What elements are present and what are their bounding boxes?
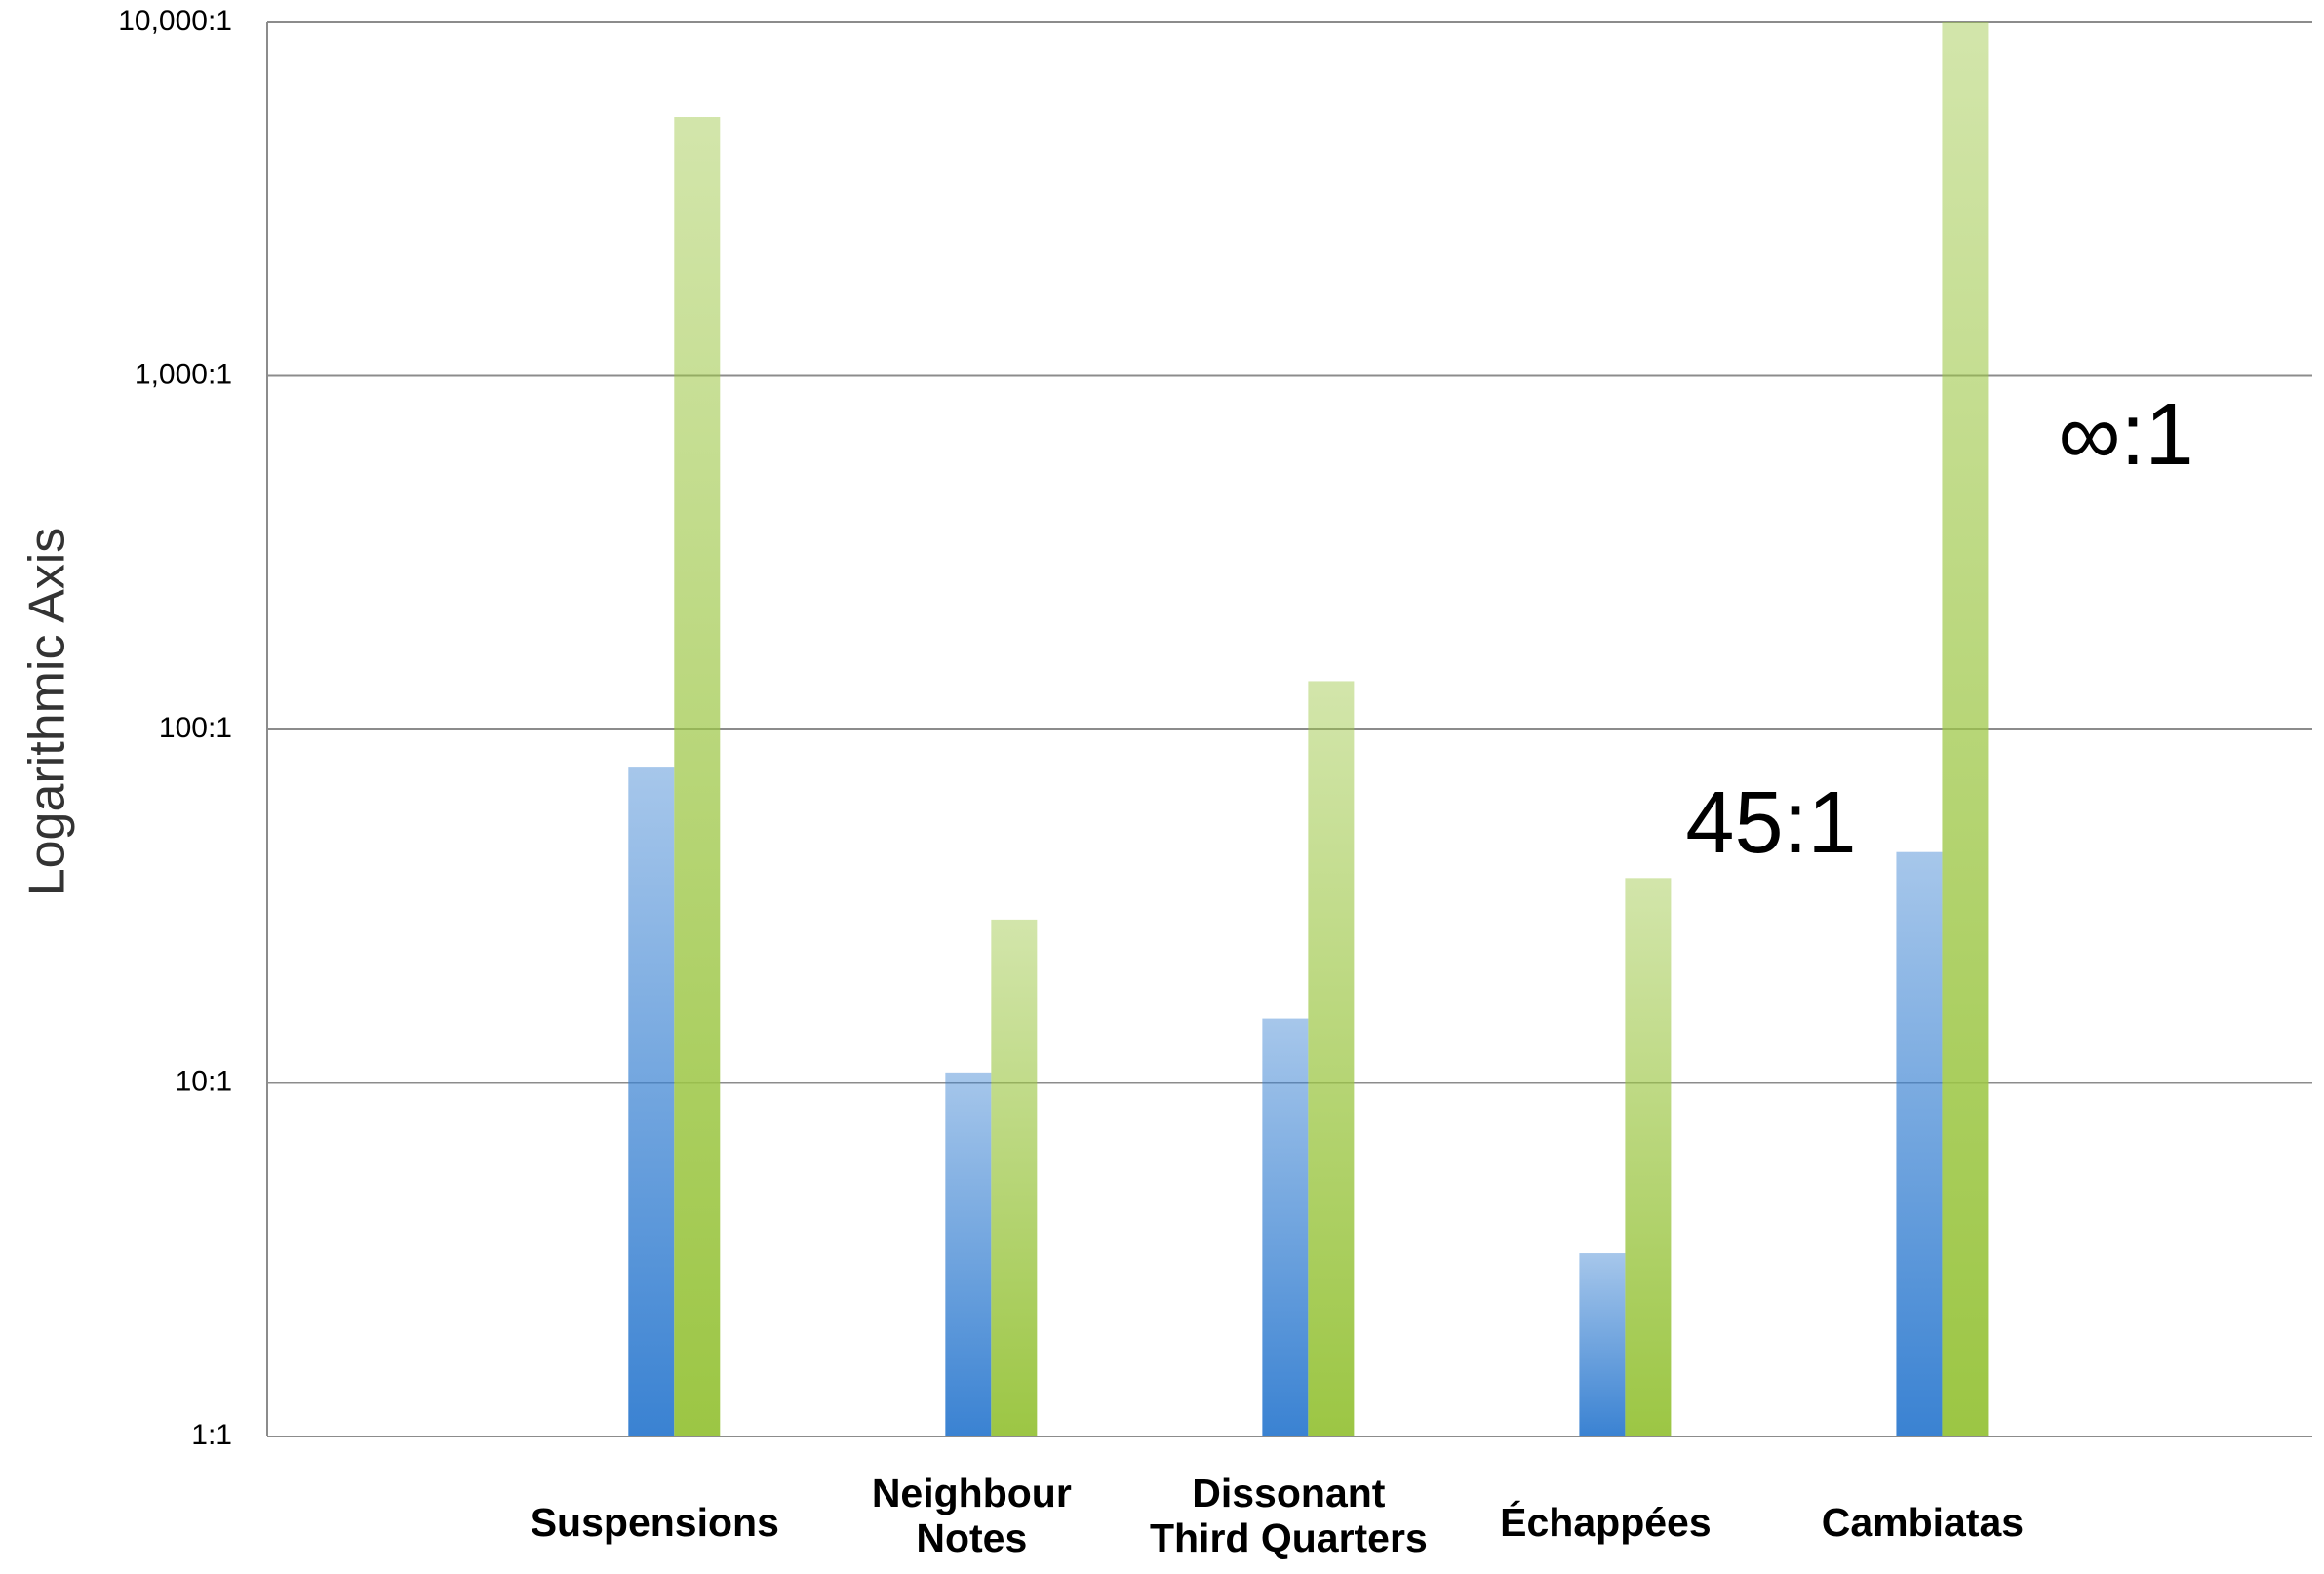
- bar: [674, 117, 721, 1436]
- bar: [945, 1072, 992, 1436]
- annotation: 45:1: [1685, 774, 1856, 872]
- annotation: ∞:1: [2058, 386, 2193, 484]
- x-tick-label: Dissonant Third Quarters: [1149, 1471, 1428, 1560]
- bar: [1579, 1253, 1626, 1436]
- y-tick-label: 100:1: [159, 712, 232, 744]
- x-tick-label: Neighbour Notes: [871, 1471, 1072, 1560]
- x-tick-label: Suspensions: [530, 1500, 779, 1545]
- bar: [1896, 851, 1943, 1436]
- bar: [991, 919, 1038, 1436]
- x-tick-label: Cambiatas: [1821, 1500, 2025, 1545]
- y-tick-label: 10:1: [176, 1065, 232, 1097]
- bar: [1308, 681, 1355, 1436]
- x-tick-label: Échappées: [1500, 1500, 1712, 1545]
- y-tick-label: 1:1: [191, 1419, 232, 1451]
- bar: [628, 767, 675, 1436]
- y-tick-label: 1,000:1: [135, 358, 232, 390]
- y-axis-title: Logarithmic Axis: [20, 528, 76, 897]
- y-tick-label: 10,000:1: [118, 5, 232, 37]
- bar: [1625, 878, 1672, 1436]
- bar: [1262, 1018, 1309, 1436]
- bar: [1942, 22, 1989, 1436]
